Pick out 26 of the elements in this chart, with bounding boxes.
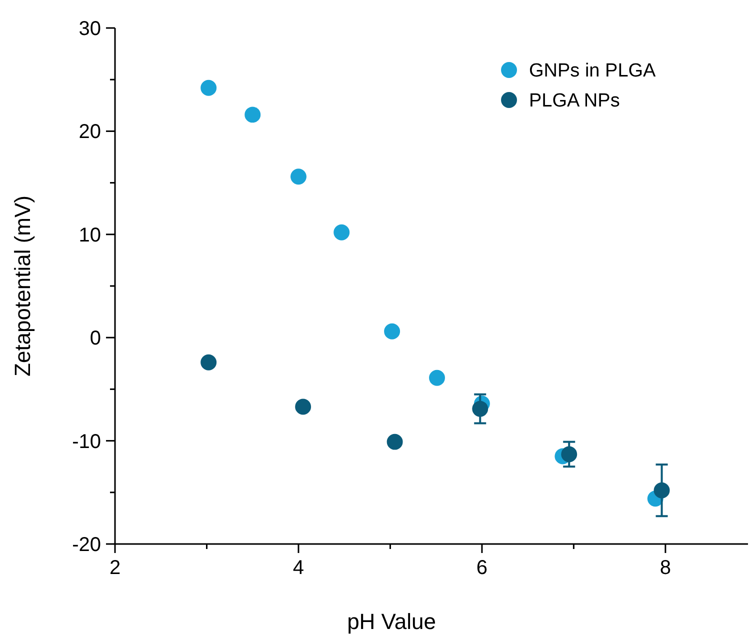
y-tick-label: 30 xyxy=(78,18,101,40)
point xyxy=(561,446,578,462)
point xyxy=(200,354,217,370)
x-tick-label: 6 xyxy=(476,557,488,579)
legend-label: PLGA NPs xyxy=(529,90,620,112)
x-axis-title: pH Value xyxy=(347,609,436,634)
point xyxy=(295,398,312,415)
y-tick-label: 0 xyxy=(90,328,101,350)
point xyxy=(244,106,261,123)
point xyxy=(429,370,445,386)
y-axis-title: Zetapotential (mV) xyxy=(10,196,35,376)
x-tick-label: 8 xyxy=(660,557,671,579)
x-tick-label: 2 xyxy=(109,557,121,579)
y-tick-label: 20 xyxy=(78,121,101,144)
point xyxy=(290,168,306,185)
point xyxy=(386,434,403,450)
point xyxy=(384,323,400,340)
y-tick-label: 10 xyxy=(78,224,101,246)
y-tick-label: -20 xyxy=(72,534,101,556)
point xyxy=(334,224,350,240)
y-tick-label: -10 xyxy=(72,430,101,453)
point xyxy=(472,400,488,417)
point xyxy=(654,482,670,498)
legend-label: GNPs in PLGA xyxy=(529,60,656,82)
point xyxy=(200,80,217,96)
x-tick-label: 4 xyxy=(292,557,304,579)
